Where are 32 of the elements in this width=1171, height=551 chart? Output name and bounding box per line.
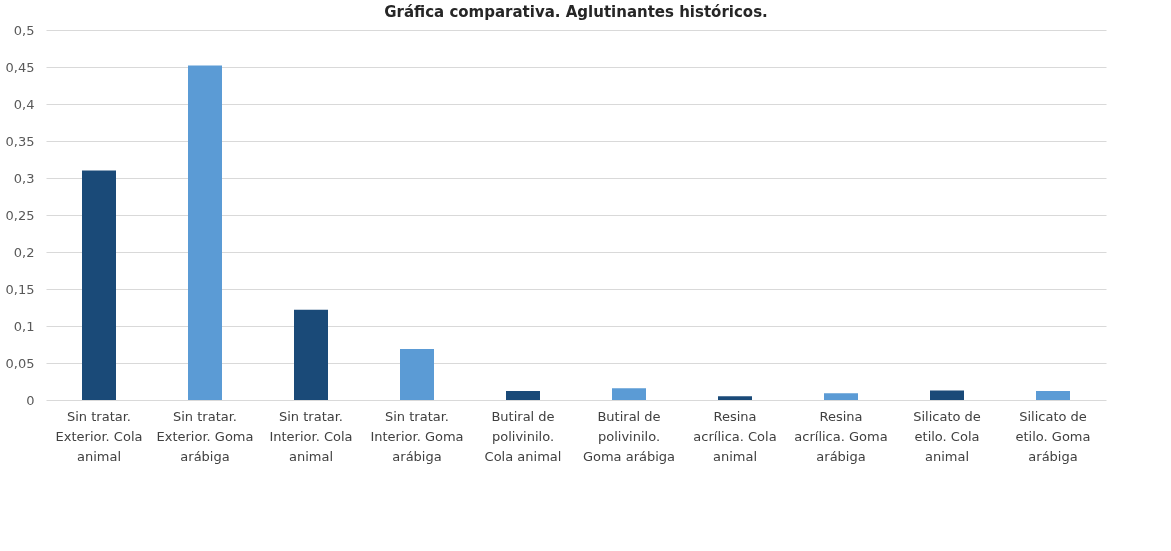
- y-tick-label: 0,45: [5, 59, 35, 75]
- y-tick-label: 0,05: [5, 355, 35, 371]
- x-tick-label: Resina acrílica. Goma arábiga: [794, 408, 888, 464]
- bar: [930, 390, 964, 400]
- y-tick-label: 0,5: [13, 22, 35, 38]
- x-tick-label: Sin tratar. Interior. Goma arábiga: [370, 408, 464, 464]
- y-tick-label: 0,2: [13, 244, 35, 260]
- x-tick-label: Silicato de etilo. Cola animal: [913, 408, 981, 464]
- bar: [82, 170, 116, 400]
- y-tick-label: 0,25: [5, 207, 35, 223]
- bar: [188, 65, 222, 400]
- y-tick-label: 0,3: [13, 170, 35, 186]
- x-tick-label: Resina acrílica. Cola animal: [693, 408, 777, 464]
- x-tick-label: Sin tratar. Exterior. Cola animal: [55, 408, 143, 464]
- y-tick-label: 0,15: [5, 281, 35, 297]
- bar: [612, 388, 646, 400]
- x-tick-label: Butiral de polivinilo. Cola animal: [484, 408, 562, 464]
- chart-title: Gráfica comparativa. Aglutinantes históricos.: [384, 3, 768, 21]
- y-tick-label: 0: [26, 392, 35, 408]
- y-tick-label: 0,35: [5, 133, 35, 149]
- bar: [718, 396, 752, 400]
- bar: [294, 309, 328, 400]
- x-tick-label: Butiral de polivinilo. Goma arábiga: [582, 408, 676, 464]
- x-tick-label: Silicato de etilo. Goma arábiga: [1015, 408, 1091, 464]
- x-tick-label: Sin tratar. Exterior. Goma arábiga: [156, 408, 254, 464]
- bar: [506, 391, 540, 400]
- bar: [400, 348, 434, 400]
- y-tick-label: 0,1: [13, 318, 35, 334]
- bar: [1036, 391, 1070, 400]
- x-tick-label: Sin tratar. Interior. Cola animal: [269, 408, 353, 464]
- y-tick-label: 0,4: [13, 96, 35, 112]
- bar: [824, 393, 858, 400]
